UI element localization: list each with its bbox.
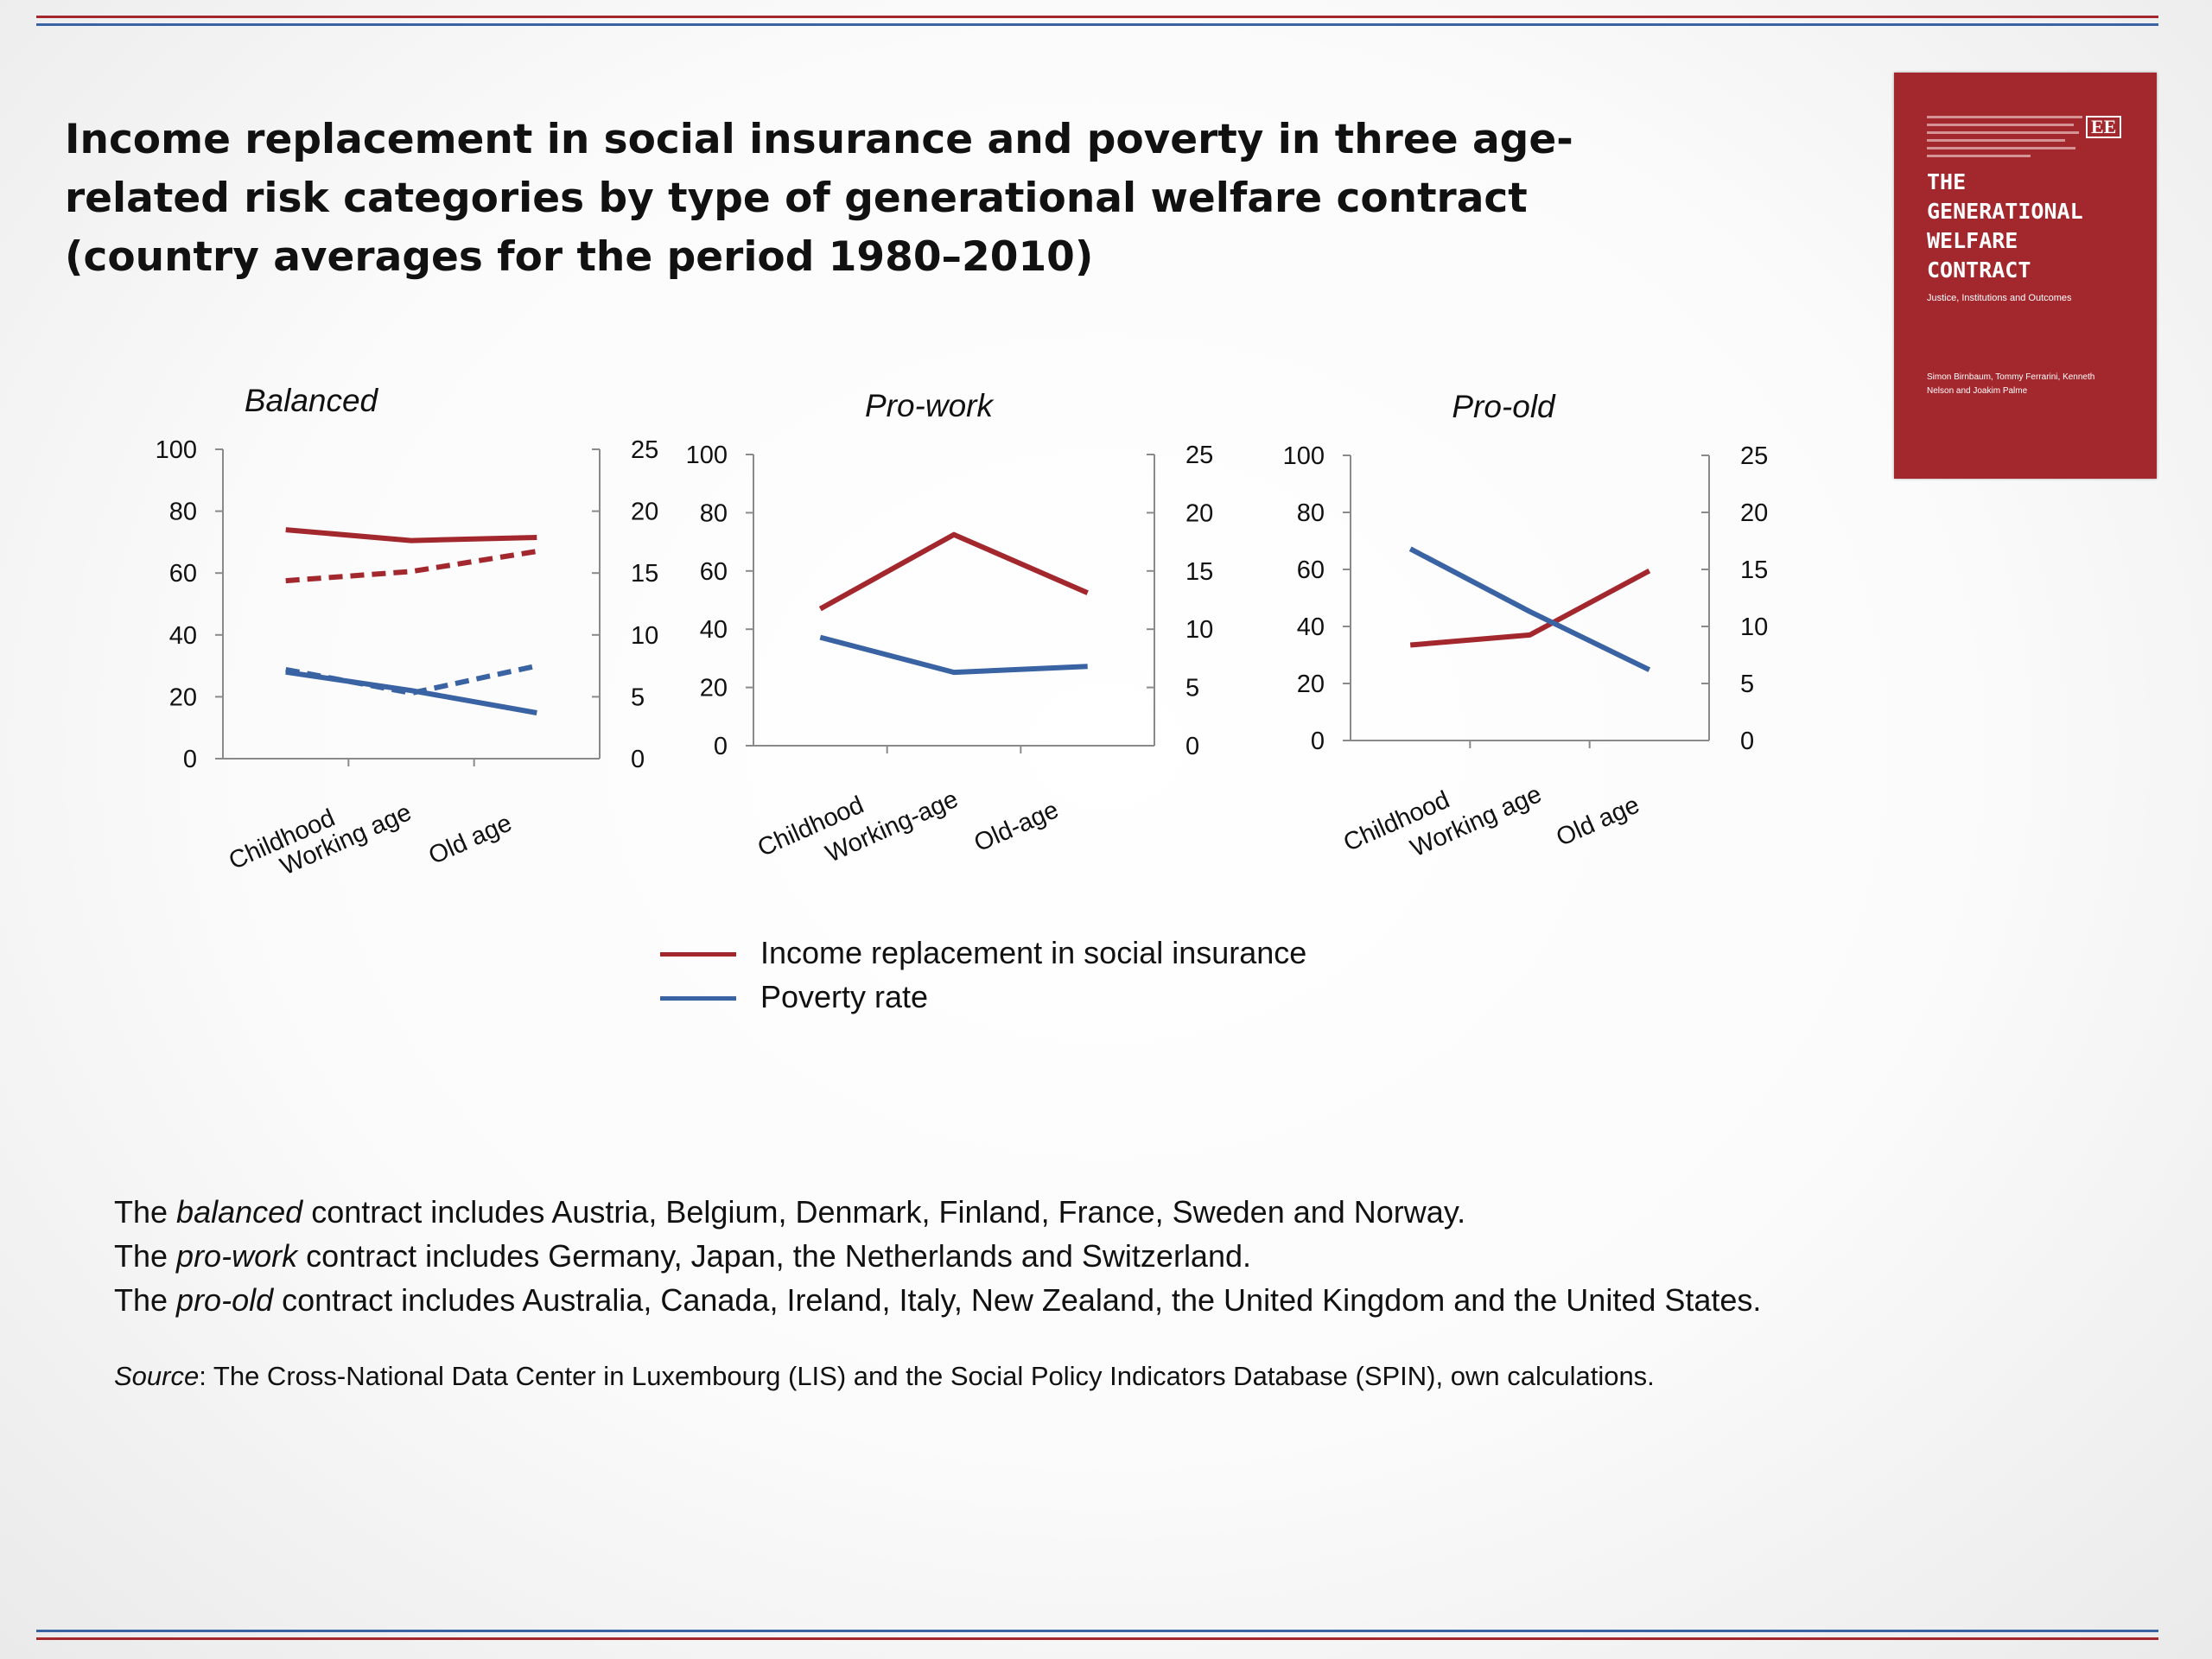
y-tick-label-right-pro-old: 0 [1740, 728, 1754, 755]
y-tick-label-left-pro-work: 0 [714, 733, 728, 760]
series-line-poverty-solid-pro-old [1408, 546, 1651, 672]
y-tick-label-left-pro-old: 80 [1297, 499, 1325, 527]
publisher-logo: EE [2086, 116, 2122, 138]
y-tick-label-left-pro-work: 80 [700, 499, 728, 527]
book-authors: Simon Birnbaum, Tommy Ferrarini, Kenneth… [1927, 372, 2095, 396]
chart-title-balanced: Balanced [245, 383, 379, 418]
y-tick-label-right-pro-work: 10 [1185, 616, 1213, 644]
y-tick-label-right-pro-work: 5 [1185, 675, 1199, 702]
y-tick-label-right-balanced: 20 [631, 499, 658, 526]
y-tick-label-left-pro-work: 60 [700, 558, 728, 586]
x-tick-label-pro-work: Old-age [970, 796, 1063, 857]
y-tick-label-right-balanced: 25 [631, 436, 658, 464]
top-rule-blue [36, 23, 2158, 26]
y-tick-label-right-balanced: 5 [631, 683, 645, 711]
y-tick-label-left-balanced: 60 [169, 560, 197, 588]
note-pro-old: The pro-old contract includes Australia,… [114, 1282, 1762, 1318]
slide-title: Income replacement in social insurance a… [65, 116, 1573, 281]
x-tick-label-balanced: Old age [424, 810, 516, 871]
y-tick-label-left-balanced: 100 [156, 436, 197, 464]
source-note: Source: The Cross-National Data Center i… [114, 1361, 1655, 1391]
legend-label-poverty: Poverty rate [760, 979, 929, 1014]
series-line-income-solid-pro-work [818, 531, 1089, 612]
top-rule-red [36, 16, 2158, 18]
note-balanced: The balanced contract includes Austria, … [114, 1194, 1466, 1230]
y-tick-label-left-pro-old: 40 [1297, 613, 1325, 641]
chart-title-pro-work: Pro-work [865, 388, 995, 423]
legend-label-income: Income replacement in social insurance [760, 935, 1307, 970]
chart-title-pro-old: Pro-old [1452, 389, 1556, 424]
y-tick-label-left-pro-old: 100 [1283, 442, 1325, 470]
y-tick-label-right-pro-old: 5 [1740, 671, 1754, 698]
y-tick-label-right-pro-work: 0 [1185, 733, 1199, 760]
bottom-rule-blue [36, 1630, 2158, 1632]
series-line-poverty-solid-pro-work [819, 634, 1088, 676]
legend-swatch-poverty [660, 996, 736, 1001]
series-line-income-solid-balanced [285, 527, 537, 543]
y-tick-label-left-pro-old: 20 [1297, 671, 1325, 698]
y-tick-label-right-balanced: 10 [631, 622, 658, 650]
y-tick-label-left-balanced: 0 [183, 746, 197, 773]
series-line-income-solid-pro-old [1409, 568, 1651, 648]
y-tick-label-left-pro-old: 60 [1297, 556, 1325, 584]
y-tick-label-left-balanced: 80 [169, 499, 197, 526]
y-tick-label-left-balanced: 20 [169, 683, 197, 711]
book-blurb-lines [1927, 116, 2082, 162]
y-tick-label-right-pro-work: 20 [1185, 499, 1213, 527]
y-tick-label-right-pro-old: 25 [1740, 442, 1768, 470]
y-tick-label-right-pro-old: 10 [1740, 613, 1768, 641]
y-tick-label-right-balanced: 0 [631, 746, 645, 773]
series-line-income-dashed-balanced [285, 549, 537, 584]
y-tick-label-right-balanced: 15 [631, 560, 658, 588]
charts-canvas: Balanced0204060801000510152025ChildhoodW… [156, 383, 1769, 880]
x-tick-label-pro-old: Old age [1552, 791, 1643, 853]
y-tick-label-left-pro-work: 40 [700, 616, 728, 644]
y-tick-label-right-pro-old: 20 [1740, 499, 1768, 527]
series-line-poverty-solid-balanced [285, 669, 537, 715]
book-cover: EE THE GENERATIONAL WELFARE CONTRACT Jus… [1894, 73, 2157, 479]
bottom-rule-red [36, 1637, 2158, 1640]
y-tick-label-left-pro-old: 0 [1311, 728, 1325, 755]
y-tick-label-right-pro-old: 15 [1740, 556, 1768, 584]
y-tick-label-left-pro-work: 100 [686, 442, 728, 469]
book-subtitle: Justice, Institutions and Outcomes [1927, 293, 2072, 303]
note-pro-work: The pro-work contract includes Germany, … [114, 1238, 1252, 1274]
y-tick-label-left-pro-work: 20 [700, 675, 728, 702]
y-tick-label-right-pro-work: 25 [1185, 442, 1213, 469]
book-title: THE GENERATIONAL WELFARE CONTRACT [1927, 169, 2083, 283]
legend-swatch-income [660, 952, 736, 957]
y-tick-label-right-pro-work: 15 [1185, 558, 1213, 586]
y-tick-label-left-balanced: 40 [169, 622, 197, 650]
